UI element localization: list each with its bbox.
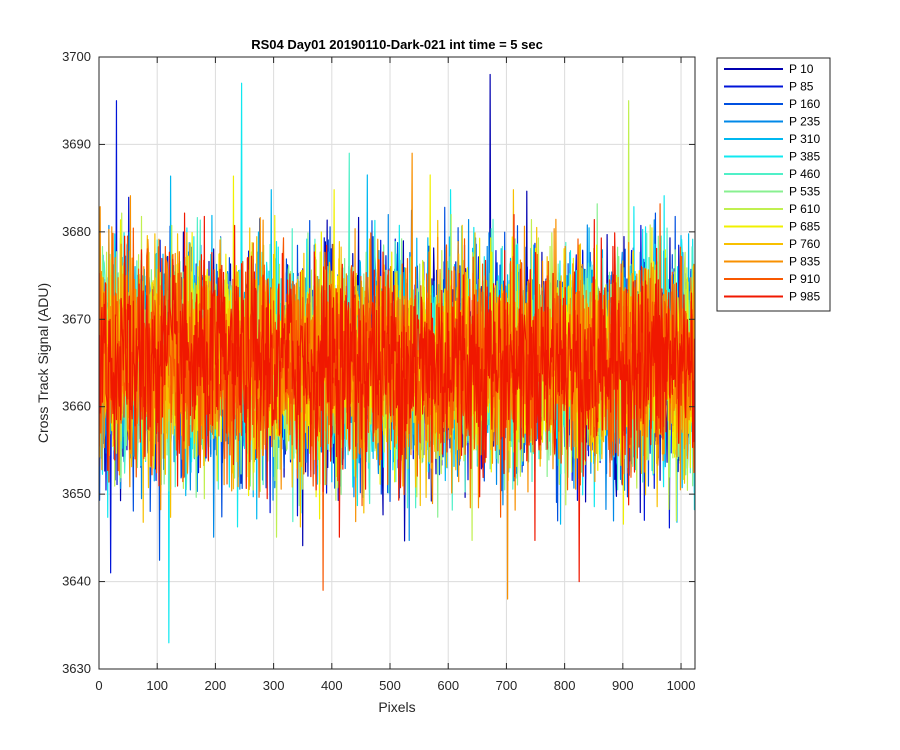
legend-label: P 760: [789, 237, 820, 251]
series-line-p985: [99, 212, 695, 583]
legend-item: P 985: [724, 290, 820, 304]
legend-label: P 835: [789, 255, 820, 269]
y-tick-label: 3630: [62, 661, 91, 676]
y-axis-label: Cross Track Signal (ADU): [35, 283, 51, 443]
plot-area: 0 100 200 300 400 500 600 700 800 900 1000 3630 3640…: [62, 49, 696, 693]
legend-item: P 685: [724, 220, 820, 234]
legend-item: P 760: [724, 237, 820, 251]
y-tick-label: 3650: [62, 486, 91, 501]
x-tick-label: 400: [321, 678, 343, 693]
x-tick-label: 800: [554, 678, 576, 693]
y-tick-label: 3700: [62, 49, 91, 64]
x-tick-label: 100: [146, 678, 168, 693]
legend-item: P 910: [724, 272, 820, 286]
legend-item: P 10: [724, 62, 814, 76]
series-layer: [99, 73, 695, 644]
legend-item: P 835: [724, 255, 820, 269]
legend-label: P 985: [789, 290, 820, 304]
tick-labels: 0 100 200 300 400 500 600 700 800 900 1000 3630 3640…: [62, 49, 695, 693]
chart-title: RS04 Day01 20190110-Dark-021 int time = …: [251, 37, 543, 52]
axes-box: [98, 56, 696, 670]
x-tick-label: 900: [612, 678, 634, 693]
legend-item: P 235: [724, 115, 820, 129]
legend-label: P 535: [789, 185, 820, 199]
y-tick-label: 3690: [62, 136, 91, 151]
legend-label: P 10: [789, 62, 814, 76]
legend-box: [716, 57, 831, 312]
series-clip-region: [99, 73, 695, 644]
x-tick-label: 0: [95, 678, 102, 693]
x-tick-label: 700: [496, 678, 518, 693]
x-tick-label: 1000: [667, 678, 696, 693]
legend-item: P 310: [724, 132, 820, 146]
x-axis-label: Pixels: [378, 699, 415, 715]
legend-item: P 610: [724, 202, 820, 216]
legend-label: P 310: [789, 132, 820, 146]
legend-item: P 460: [724, 167, 820, 181]
x-tick-label: 500: [379, 678, 401, 693]
legend-item: P 160: [724, 97, 820, 111]
legend: P 10 P 85 P 160 P 235 P 310 P 385 P 460 P 535 P …: [716, 57, 831, 312]
legend-label: P 160: [789, 97, 820, 111]
legend-label: P 460: [789, 167, 820, 181]
x-tick-label: 200: [205, 678, 227, 693]
x-tick-label: 600: [437, 678, 459, 693]
x-tick-label: 300: [263, 678, 285, 693]
y-tick-label: 3680: [62, 224, 91, 239]
legend-label: P 610: [789, 202, 820, 216]
legend-label: P 385: [789, 150, 820, 164]
legend-label: P 910: [789, 272, 820, 286]
y-tick-label: 3660: [62, 399, 91, 414]
legend-item: P 385: [724, 150, 820, 164]
legend-items: P 10 P 85 P 160 P 235 P 310 P 385 P 460 P 535 P …: [724, 62, 820, 304]
legend-label: P 685: [789, 220, 820, 234]
legend-label: P 235: [789, 115, 820, 129]
y-tick-label: 3670: [62, 311, 91, 326]
legend-item: P 85: [724, 80, 814, 94]
tick-marks: [98, 56, 695, 670]
legend-label: P 85: [789, 80, 814, 94]
legend-item: P 535: [724, 185, 820, 199]
y-tick-label: 3640: [62, 574, 91, 589]
